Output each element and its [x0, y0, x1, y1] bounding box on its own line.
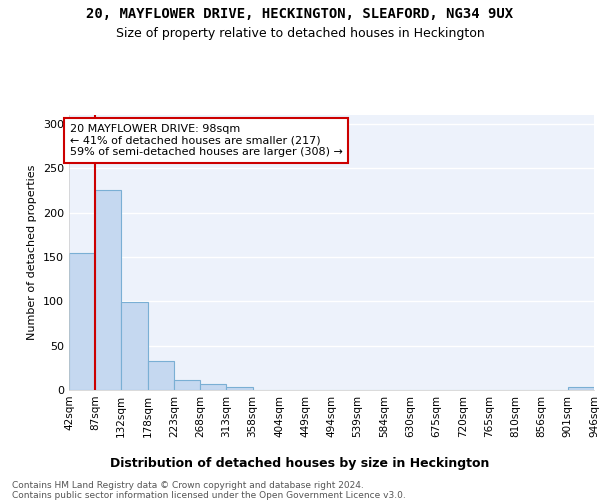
Bar — [174, 380, 200, 390]
Bar — [568, 388, 594, 390]
Bar — [69, 252, 95, 390]
Text: Contains public sector information licensed under the Open Government Licence v3: Contains public sector information licen… — [12, 491, 406, 500]
Bar — [226, 388, 253, 390]
Bar — [121, 302, 148, 390]
Y-axis label: Number of detached properties: Number of detached properties — [28, 165, 37, 340]
Bar — [148, 360, 174, 390]
Bar — [95, 190, 121, 390]
Bar — [200, 384, 226, 390]
Text: Size of property relative to detached houses in Heckington: Size of property relative to detached ho… — [116, 28, 484, 40]
Text: Distribution of detached houses by size in Heckington: Distribution of detached houses by size … — [110, 458, 490, 470]
Text: Contains HM Land Registry data © Crown copyright and database right 2024.: Contains HM Land Registry data © Crown c… — [12, 481, 364, 490]
Text: 20 MAYFLOWER DRIVE: 98sqm
← 41% of detached houses are smaller (217)
59% of semi: 20 MAYFLOWER DRIVE: 98sqm ← 41% of detac… — [70, 124, 343, 157]
Text: 20, MAYFLOWER DRIVE, HECKINGTON, SLEAFORD, NG34 9UX: 20, MAYFLOWER DRIVE, HECKINGTON, SLEAFOR… — [86, 8, 514, 22]
